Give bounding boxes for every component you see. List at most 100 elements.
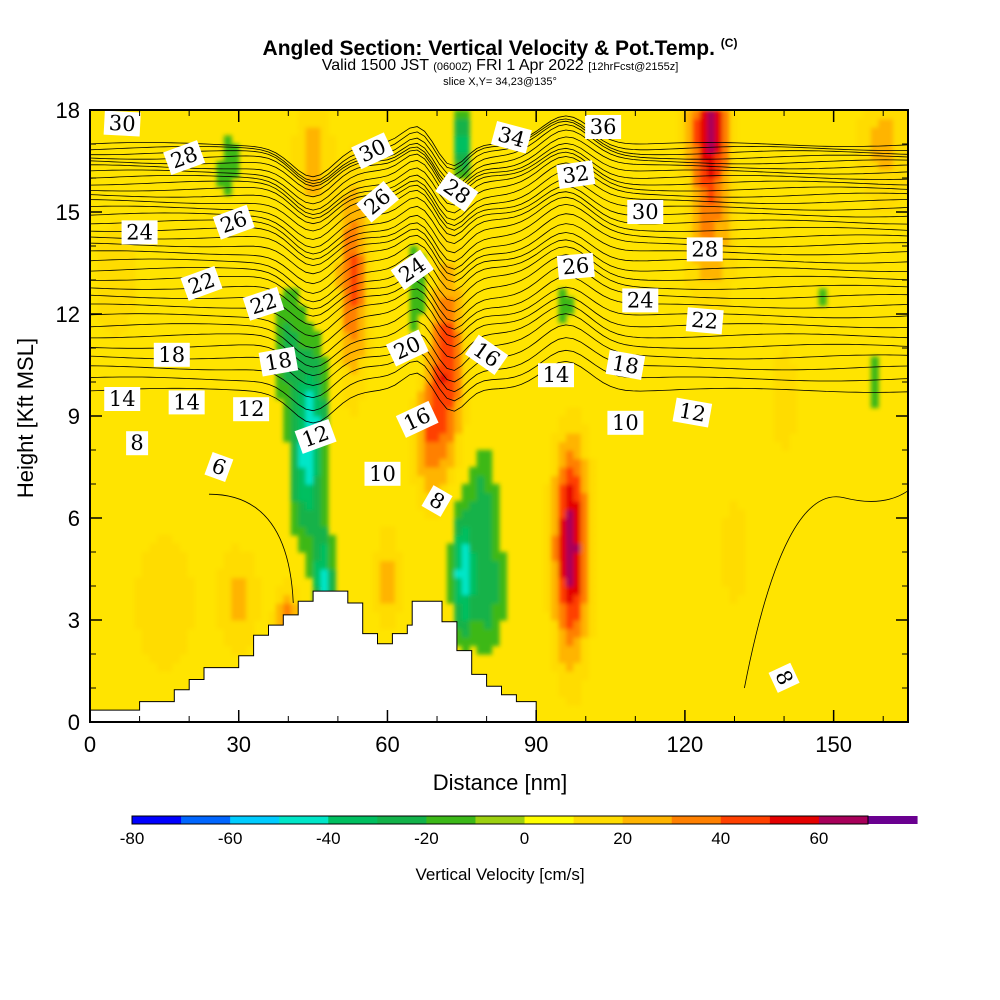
velocity-cell [439,373,448,383]
velocity-cell [543,492,552,502]
velocity-cell [684,195,693,205]
velocity-cell [573,535,582,545]
theta-label-box [421,485,453,517]
velocity-cell [342,339,351,349]
theta-label-box [212,204,255,240]
velocity-cell [580,535,589,545]
isentrope-line [90,337,908,399]
velocity-cell [707,203,716,213]
velocity-cell [134,594,143,604]
velocity-cell [283,407,292,417]
velocity-cell [216,569,225,579]
velocity-cell [335,322,344,332]
velocity-cell [320,441,329,451]
velocity-cell [298,509,307,519]
isentrope-line [90,239,908,303]
velocity-cell [476,501,485,511]
velocity-cell [551,433,560,443]
colorbar: -80 -60 -40 -20 0 20 40 60 [120,815,918,848]
velocity-cell [699,271,708,281]
velocity-cell [454,127,463,137]
velocity-cell [179,603,188,613]
velocity-cell [499,577,508,587]
velocity-cell [707,127,716,137]
velocity-cell [454,416,463,426]
theta-label-box [585,115,622,139]
velocity-cell [870,144,879,154]
colorbar-tick-label: 40 [711,829,730,848]
velocity-cell [283,339,292,349]
velocity-cell [313,169,322,179]
velocity-cell [313,467,322,477]
velocity-cell [863,127,872,137]
velocity-cell [231,628,240,638]
velocity-cell [499,603,508,613]
velocity-cell [491,535,500,545]
velocity-cell [439,433,448,443]
velocity-cell [476,509,485,519]
velocity-cell [223,611,232,621]
colorbar-tick-label: -20 [414,829,439,848]
velocity-cell [290,390,299,400]
velocity-cell [186,577,195,587]
velocity-cell [246,620,255,630]
velocity-cell [789,424,798,434]
velocity-cell [461,543,470,553]
velocity-cell [223,620,232,630]
theta-label: 18 [153,342,190,367]
velocity-cell [365,246,374,256]
velocity-cell [417,390,426,400]
velocity-cell [565,450,574,460]
chart-subtitle: Valid 1500 JST (0600Z) FRI 1 Apr 2022 [1… [321,57,679,74]
velocity-cell [439,314,448,324]
velocity-cell [231,594,240,604]
velocity-cell [387,560,396,570]
velocity-cell [714,280,723,290]
velocity-cell [729,501,738,511]
velocity-cell [722,118,731,128]
velocity-cell [446,543,455,553]
velocity-cell [320,212,329,222]
velocity-cell [580,671,589,681]
velocity-cell [580,433,589,443]
velocity-cell [327,212,336,222]
velocity-cell [454,535,463,545]
velocity-cell [558,543,567,553]
velocity-cell [283,322,292,332]
velocity-cell [216,620,225,630]
velocity-cell [171,586,180,596]
velocity-cell [380,620,389,630]
velocity-cell [707,144,716,154]
velocity-cell [387,586,396,596]
theta-label-box [464,334,509,375]
velocity-cell [380,611,389,621]
velocity-cell [320,484,329,494]
velocity-cell [112,331,121,341]
velocity-cell [461,314,470,324]
velocity-cell [231,560,240,570]
velocity-cell [350,399,359,409]
velocity-cell [216,611,225,621]
velocity-cell [216,586,225,596]
velocity-cell [684,127,693,137]
velocity-cell [454,552,463,562]
velocity-cell [558,628,567,638]
velocity-cell [231,144,240,154]
velocity-cell [565,416,574,426]
velocity-cell [238,620,247,630]
velocity-cell [469,628,478,638]
velocity-cell [781,356,790,366]
velocity-cell [327,560,336,570]
velocity-cell [461,339,470,349]
velocity-cell [900,161,908,171]
velocity-cell [320,365,329,375]
velocity-cell [142,552,151,562]
velocity-cell [461,594,470,604]
velocity-cell [543,484,552,494]
velocity-cell [164,628,173,638]
velocity-cell [432,288,441,298]
velocity-cell [119,297,128,307]
velocity-cell [127,297,136,307]
velocity-cell [692,178,701,188]
velocity-cell [439,407,448,417]
